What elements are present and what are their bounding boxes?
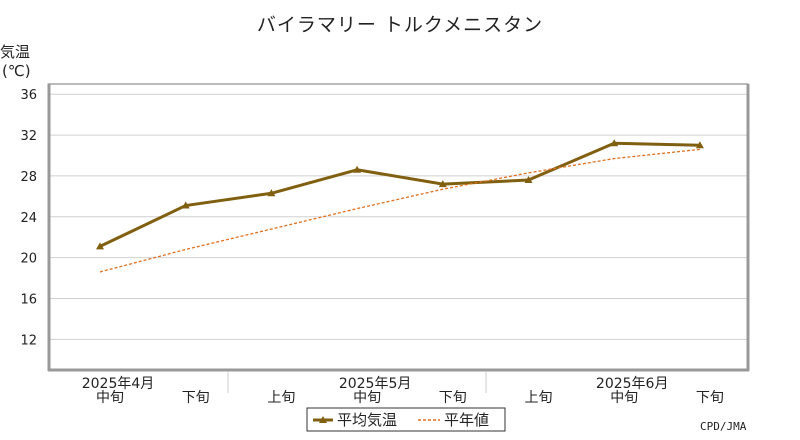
x-month-label-6: 2025年6月: [596, 376, 669, 392]
x-month-label-3: 2025年5月: [339, 376, 412, 392]
series-point-avg-2: [267, 189, 276, 197]
x-period-label-3: 中旬: [353, 390, 381, 406]
y-axis-label: 気温(℃): [0, 43, 31, 80]
y-tick-28: 28: [20, 170, 37, 185]
y-tick-32: 32: [20, 129, 37, 144]
x-period-label-5: 上旬: [525, 390, 553, 406]
x-period-label-7: 下旬: [696, 390, 724, 406]
y-axis-label-line-0: 気温: [0, 43, 30, 61]
y-tick-12: 12: [20, 333, 37, 348]
x-period-label-1: 下旬: [182, 390, 210, 406]
plot-frame: [47, 83, 749, 371]
series-layer: [96, 139, 704, 273]
y-tick-20: 20: [20, 252, 37, 267]
series-point-avg-1: [181, 201, 190, 209]
series-line-normal: [99, 148, 700, 273]
series-line-avg: [99, 141, 700, 248]
legend-label-normal: 平年値: [444, 411, 489, 429]
x-month-label-0: 2025年4月: [82, 376, 155, 392]
legend-label-avg: 平均気温: [337, 411, 397, 429]
legend: 平均気温 平年値: [306, 407, 506, 432]
y-tick-labels: 12 16 20 24 28 32 36: [20, 88, 37, 348]
y-axis-label-line-1: (℃): [2, 62, 31, 80]
series-point-avg-4: [438, 180, 447, 188]
series-point-avg-0: [96, 242, 104, 250]
legend-marker-avg: [319, 416, 327, 423]
x-period-label-6: 中旬: [610, 390, 638, 406]
credit-text: CPD/JMA: [700, 420, 747, 433]
grid-lines: [48, 93, 748, 340]
series-point-avg-6: [610, 139, 619, 147]
x-period-label-4: 下旬: [439, 390, 467, 406]
chart-title: バイラマリー トルクメニスタン: [256, 14, 544, 36]
series-point-avg-5: [524, 176, 533, 184]
x-period-label-0: 中旬: [96, 390, 124, 406]
x-period-label-2: 上旬: [267, 390, 295, 406]
y-tick-16: 16: [20, 293, 37, 308]
y-tick-24: 24: [20, 211, 37, 226]
y-tick-36: 36: [20, 88, 37, 103]
series-point-avg-3: [353, 165, 362, 173]
series-point-avg-7: [695, 141, 704, 149]
legend-box: [306, 407, 506, 432]
